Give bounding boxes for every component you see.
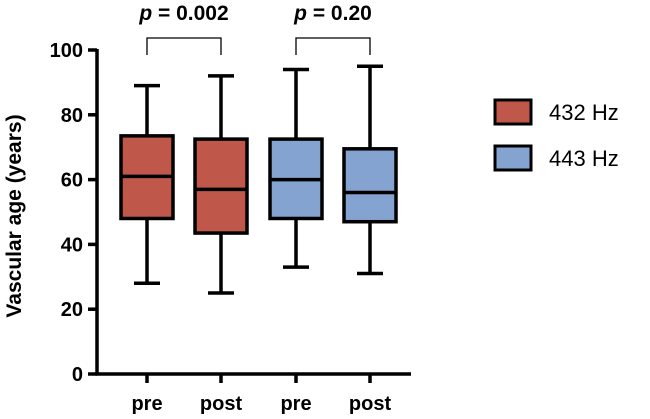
legend-label-0: 432 Hz [549,100,619,125]
y-tick-label-80: 80 [61,105,83,127]
x-tick-label-1: post [200,393,243,415]
box-1-iqr-box [193,137,249,235]
y-tick-label-20: 20 [61,299,83,321]
y-tick-label-0: 0 [72,364,83,386]
box-3-iqr-box [342,147,398,224]
significance-label-0: p = 0.002 [138,2,228,25]
y-tick-label-40: 40 [61,234,83,256]
legend-swatch-1 [493,144,533,172]
legend-swatch-0 [493,98,533,126]
legend-label-1: 443 Hz [549,146,619,171]
x-tick-label-2: pre [280,393,311,415]
x-tick-label-3: post [349,393,392,415]
significance-bracket-0 [146,37,222,55]
x-tick-label-0: pre [131,393,162,415]
significance-label-1: p = 0.20 [293,2,372,25]
y-axis-title: Vascular age (years) [3,114,26,317]
significance-bracket-1 [295,37,371,55]
y-tick-label-60: 60 [61,170,83,192]
y-tick-label-100: 100 [50,40,83,62]
